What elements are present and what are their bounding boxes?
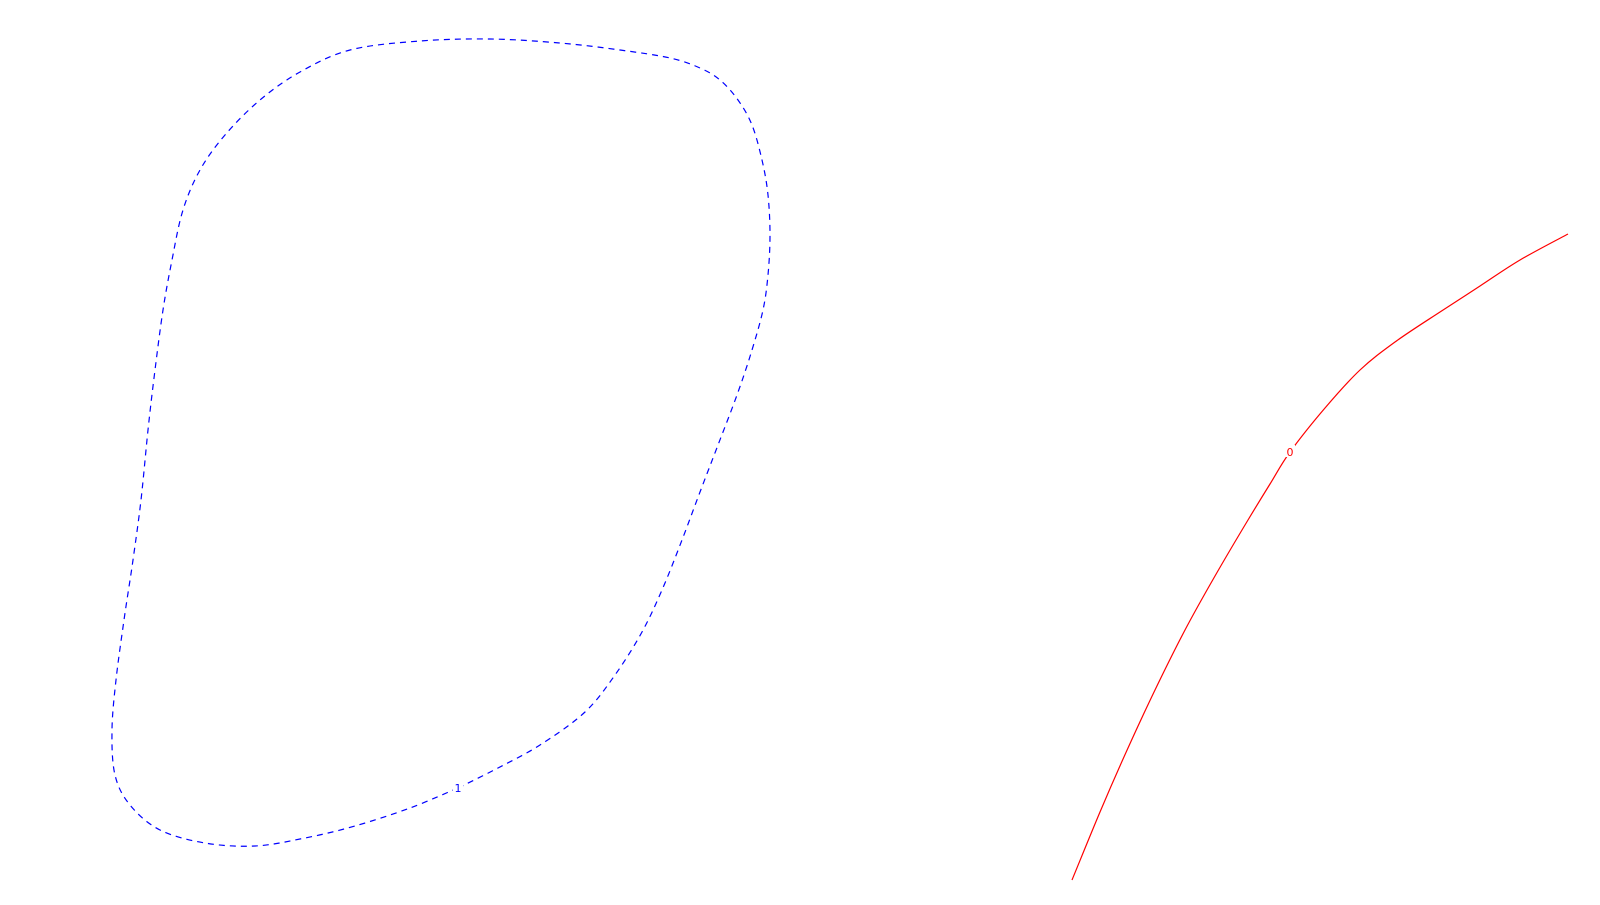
contour-level-0-line bbox=[1071, 233, 1569, 881]
contour-level-1-label: 1 bbox=[455, 782, 462, 795]
contour-level-0-label-bg bbox=[1285, 445, 1295, 457]
contour-level-0-label: 0 bbox=[1287, 446, 1294, 459]
contour-level-1-label-bg bbox=[453, 781, 463, 793]
contour-level-1-line bbox=[111, 38, 771, 847]
